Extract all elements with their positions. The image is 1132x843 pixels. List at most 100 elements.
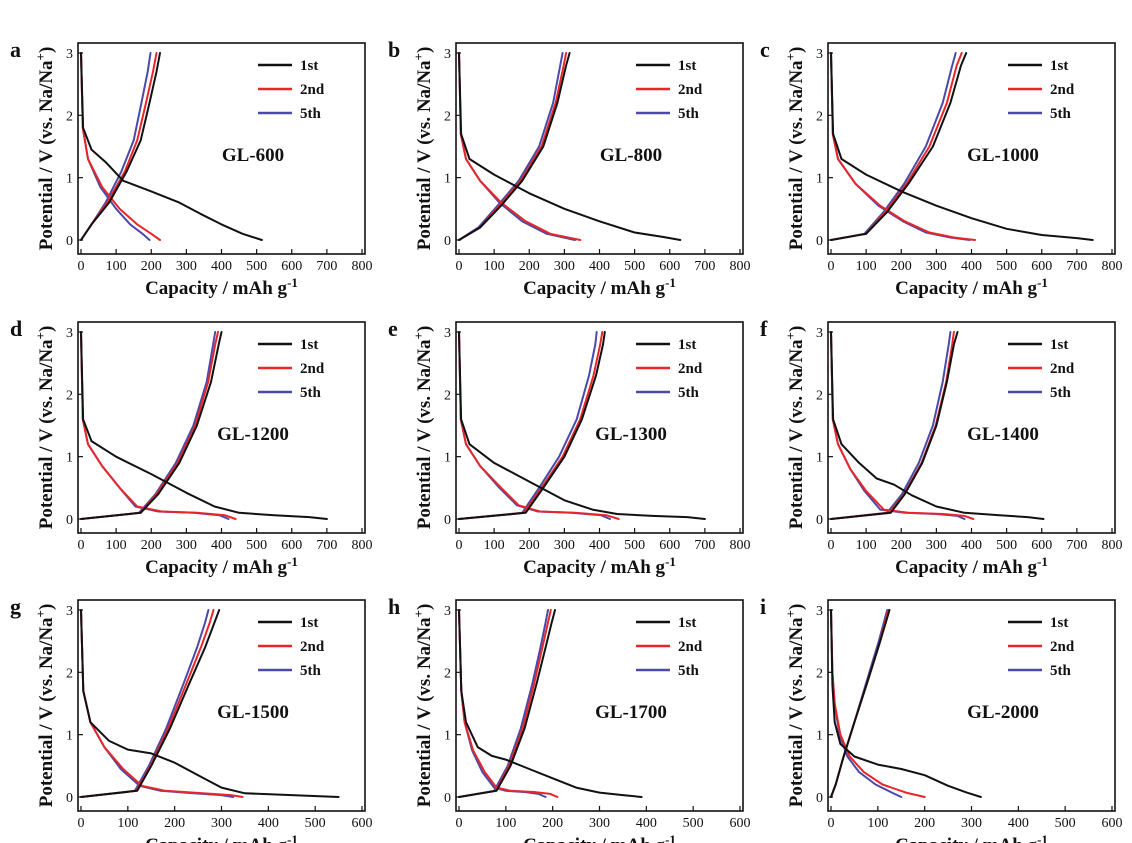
x-tick-label: 700 <box>316 259 337 274</box>
x-tick-label: 500 <box>246 259 267 274</box>
x-tick-label: 700 <box>1066 259 1087 274</box>
series-5th-discharge-curve <box>80 331 230 520</box>
series-5th-charge-curve <box>458 609 549 798</box>
legend-label-1st: 1st <box>1050 615 1068 631</box>
legend-label-2nd: 2nd <box>300 361 325 377</box>
y-tick-label: 1 <box>444 729 451 744</box>
x-tick-label: 500 <box>624 259 645 274</box>
legend-label-2nd: 2nd <box>300 82 325 98</box>
legend-label-2nd: 2nd <box>1050 639 1075 655</box>
y-tick-label: 0 <box>816 234 823 249</box>
x-tick-label: 0 <box>828 538 835 553</box>
panel-d: d Potential / V (vs. Na/Na+) Capacity / mA… <box>10 316 373 578</box>
y-tick-label: 2 <box>444 388 451 403</box>
y-tick-label: 1 <box>66 729 73 744</box>
series-1st-discharge-curve <box>80 52 263 241</box>
x-tick-label: 500 <box>624 538 645 553</box>
sample-label: GL-1500 <box>217 702 289 723</box>
series-2nd-discharge-curve <box>830 331 975 520</box>
x-tick-label: 600 <box>730 816 751 831</box>
y-tick-label: 0 <box>444 791 451 806</box>
x-axis-label: Capacity / mAh g-1 <box>523 832 676 843</box>
y-tick-label: 1 <box>444 451 451 466</box>
series-5th-discharge-curve <box>458 331 611 520</box>
y-tick-label: 3 <box>66 326 73 341</box>
y-axis-label: Potential / V (vs. Na/Na+) <box>411 604 436 808</box>
y-axis-label: Potential / V (vs. Na/Na+) <box>411 47 436 251</box>
y-tick-label: 1 <box>816 729 823 744</box>
panel-i: i Potential / V (vs. Na/Na+) Capacity / mA… <box>760 594 1123 843</box>
series-5th-charge-curve <box>830 52 957 241</box>
x-tick-label: 400 <box>589 259 610 274</box>
x-tick-label: 100 <box>106 259 127 274</box>
x-tick-label: 600 <box>352 816 373 831</box>
x-tick-label: 300 <box>926 259 947 274</box>
series-2nd-discharge-curve <box>80 331 237 520</box>
y-axis-label: Potential / V (vs. Na/Na+) <box>783 47 808 251</box>
y-tick-label: 1 <box>66 172 73 187</box>
x-tick-label: 700 <box>1066 538 1087 553</box>
x-tick-label: 600 <box>659 259 680 274</box>
series-1st-discharge-curve <box>80 609 340 798</box>
y-tick-label: 0 <box>444 234 451 249</box>
x-tick-label: 600 <box>659 538 680 553</box>
x-tick-label: 0 <box>456 259 463 274</box>
x-axis-label: Capacity / mAh g-1 <box>895 554 1048 579</box>
panel-letter: b <box>388 37 400 62</box>
series-5th-charge-curve <box>80 331 217 520</box>
x-tick-label: 500 <box>996 538 1017 553</box>
x-tick-label: 0 <box>78 816 85 831</box>
series-1st-discharge-curve <box>830 331 1045 520</box>
x-tick-label: 400 <box>211 259 232 274</box>
series-2nd-discharge-curve <box>80 52 161 241</box>
series-1st-discharge-curve <box>458 331 706 520</box>
series-1st-charge-curve <box>830 609 891 798</box>
sample-label: GL-600 <box>222 145 284 166</box>
panel-a: a Potential / V (vs. Na/Na+) Capacity / mA… <box>10 37 373 299</box>
legend-label-2nd: 2nd <box>300 639 325 655</box>
series-2nd-discharge-curve <box>830 609 926 798</box>
x-tick-label: 100 <box>856 538 877 553</box>
y-tick-label: 0 <box>816 513 823 528</box>
x-tick-label: 800 <box>730 259 751 274</box>
series-5th-discharge-curve <box>80 609 235 798</box>
x-tick-label: 100 <box>495 816 516 831</box>
x-tick-label: 200 <box>914 816 935 831</box>
panel-letter: c <box>760 37 770 62</box>
x-axis-label: Capacity / mAh g-1 <box>523 554 676 579</box>
legend-label-1st: 1st <box>300 337 318 353</box>
x-axis-label: Capacity / mAh g-1 <box>523 275 676 300</box>
y-tick-label: 3 <box>444 604 451 619</box>
x-tick-label: 300 <box>961 816 982 831</box>
legend-label-5th: 5th <box>678 663 699 679</box>
legend-label-2nd: 2nd <box>678 639 703 655</box>
x-tick-label: 600 <box>1031 259 1052 274</box>
sample-label: GL-2000 <box>967 702 1039 723</box>
y-tick-label: 1 <box>444 172 451 187</box>
x-tick-label: 300 <box>589 816 610 831</box>
x-tick-label: 200 <box>891 259 912 274</box>
sample-label: GL-1700 <box>595 702 667 723</box>
series-1st-discharge-curve <box>80 331 328 520</box>
series-2nd-charge-curve <box>458 331 604 520</box>
x-tick-label: 800 <box>730 538 751 553</box>
legend-label-5th: 5th <box>678 106 699 122</box>
x-tick-label: 800 <box>352 259 373 274</box>
x-tick-label: 600 <box>1102 816 1123 831</box>
series-1st-charge-curve <box>80 609 221 798</box>
series-1st-discharge-curve <box>458 52 682 241</box>
y-tick-label: 0 <box>66 513 73 528</box>
x-tick-label: 200 <box>542 816 563 831</box>
panel-g: g Potential / V (vs. Na/Na+) Capacity / mA… <box>10 594 373 843</box>
legend-label-1st: 1st <box>1050 337 1068 353</box>
x-tick-label: 500 <box>996 259 1017 274</box>
sample-label: GL-1000 <box>967 145 1039 166</box>
y-tick-label: 2 <box>66 666 73 681</box>
series-5th-discharge-curve <box>830 609 903 798</box>
panel-letter: a <box>10 37 21 62</box>
legend-label-1st: 1st <box>300 615 318 631</box>
sample-label: GL-800 <box>600 145 662 166</box>
x-tick-label: 300 <box>176 538 197 553</box>
x-tick-label: 800 <box>1102 538 1123 553</box>
